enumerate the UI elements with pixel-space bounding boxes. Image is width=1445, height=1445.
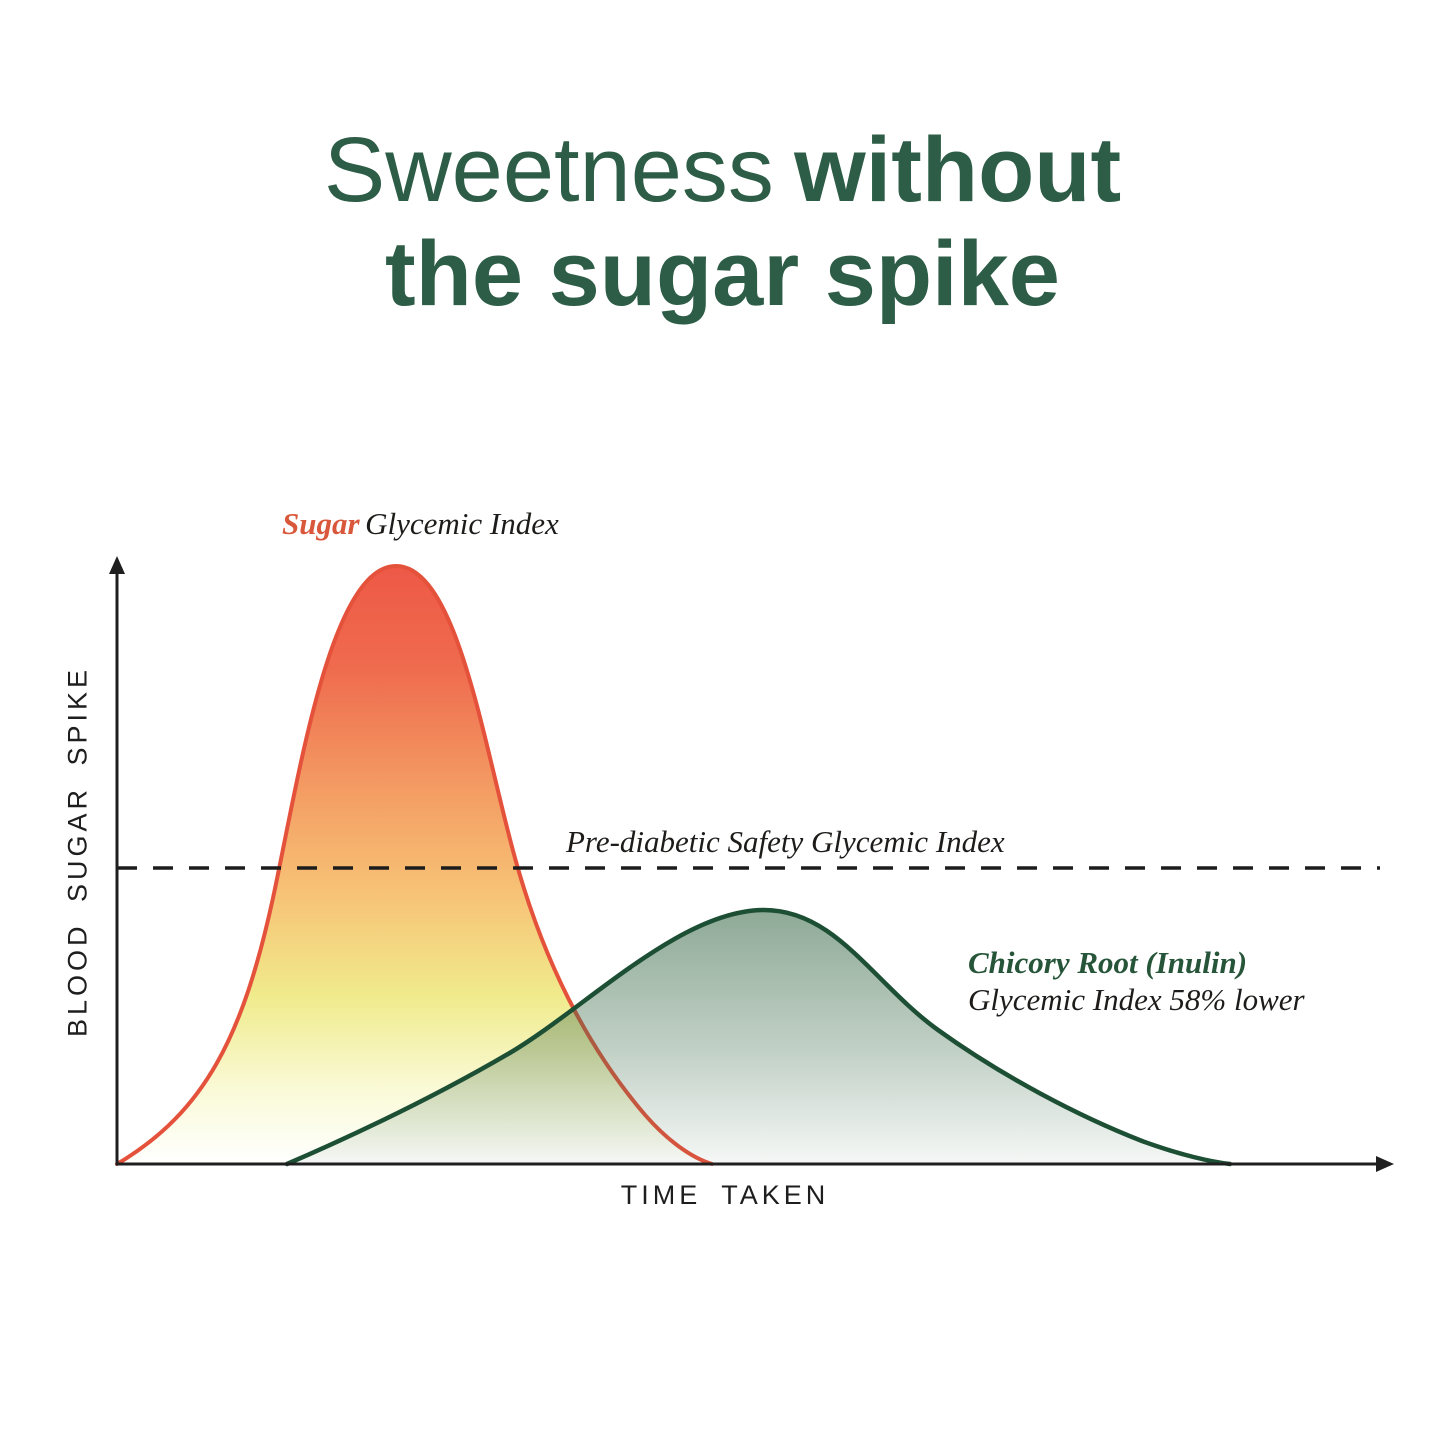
x-axis-label: TIME TAKEN [620,1180,830,1210]
chicory-curve-area [287,910,1230,1164]
chicory-curve-label-name: Chicory Root (Inulin) [968,945,1248,980]
chicory-curve-label-detail: Glycemic Index 58% lower [968,982,1305,1017]
chicory-curve-label: Chicory Root (Inulin) Glycemic Index 58%… [968,944,1305,1018]
page-title-line1: Sweetness without [0,118,1445,222]
page-title: Sweetness without the sugar spike [0,118,1445,326]
y-axis-label: BLOOD SUGAR SPIKE [62,665,93,1038]
chicory-curve-line [284,907,1233,1167]
page-title-line2: the sugar spike [385,223,1060,325]
title-word-without: without [794,119,1122,221]
sugar-curve-label-accent: Sugar [282,506,360,541]
y-axis-arrow-icon [109,556,125,574]
threshold-label: Pre-diabetic Safety Glycemic Index [566,824,1005,859]
sugar-curve-label: Sugar Glycemic Index [282,506,559,542]
title-word-sweetness: Sweetness [323,119,774,221]
axes-lines [115,570,1384,1166]
sugar-curve-label-rest: Glycemic Index [365,506,559,541]
x-axis-arrow-icon [1376,1156,1394,1172]
